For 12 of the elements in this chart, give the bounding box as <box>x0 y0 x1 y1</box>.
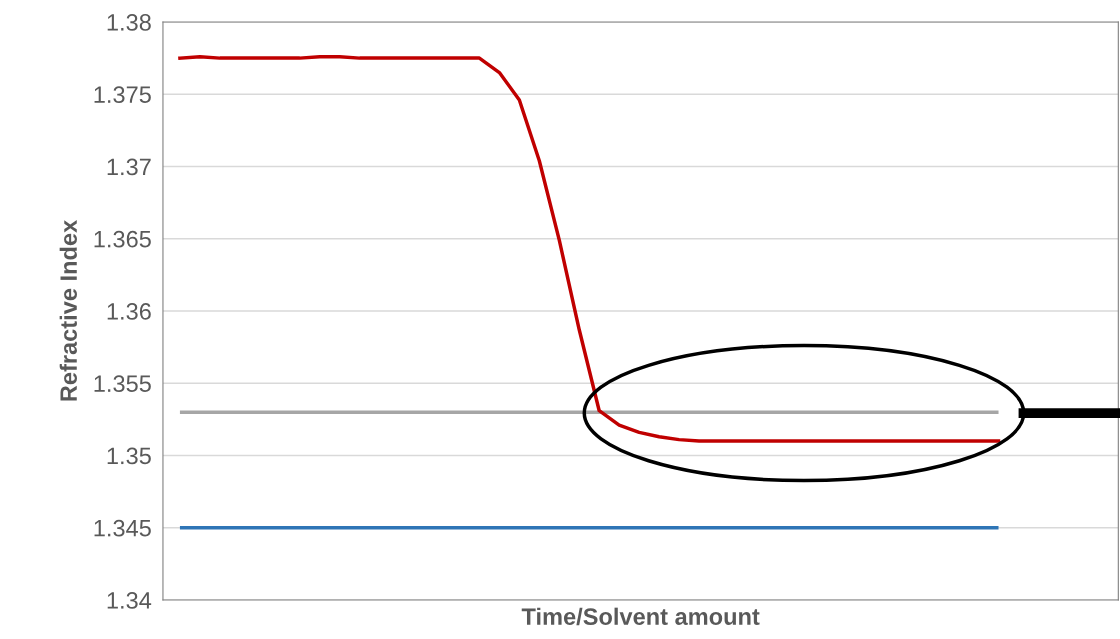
y-tick-label: 1.36 <box>107 303 151 320</box>
line-series <box>178 54 1001 443</box>
y-tick-label: 1.35 <box>107 447 151 465</box>
y-tick-label: 1.375 <box>94 86 151 104</box>
x-axis-title: Time/Solvent amount <box>521 607 760 626</box>
y-tick-label: 1.355 <box>94 375 151 393</box>
y-axis-title: Refractive Index <box>59 219 77 401</box>
y-tick-label: 1.365 <box>94 230 151 248</box>
y-tick-label: 1.37 <box>107 158 151 176</box>
y-tick-label: 1.34 <box>107 592 152 609</box>
y-tick-label: 1.38 <box>107 14 151 31</box>
y-tick-label: 1.345 <box>94 519 151 537</box>
